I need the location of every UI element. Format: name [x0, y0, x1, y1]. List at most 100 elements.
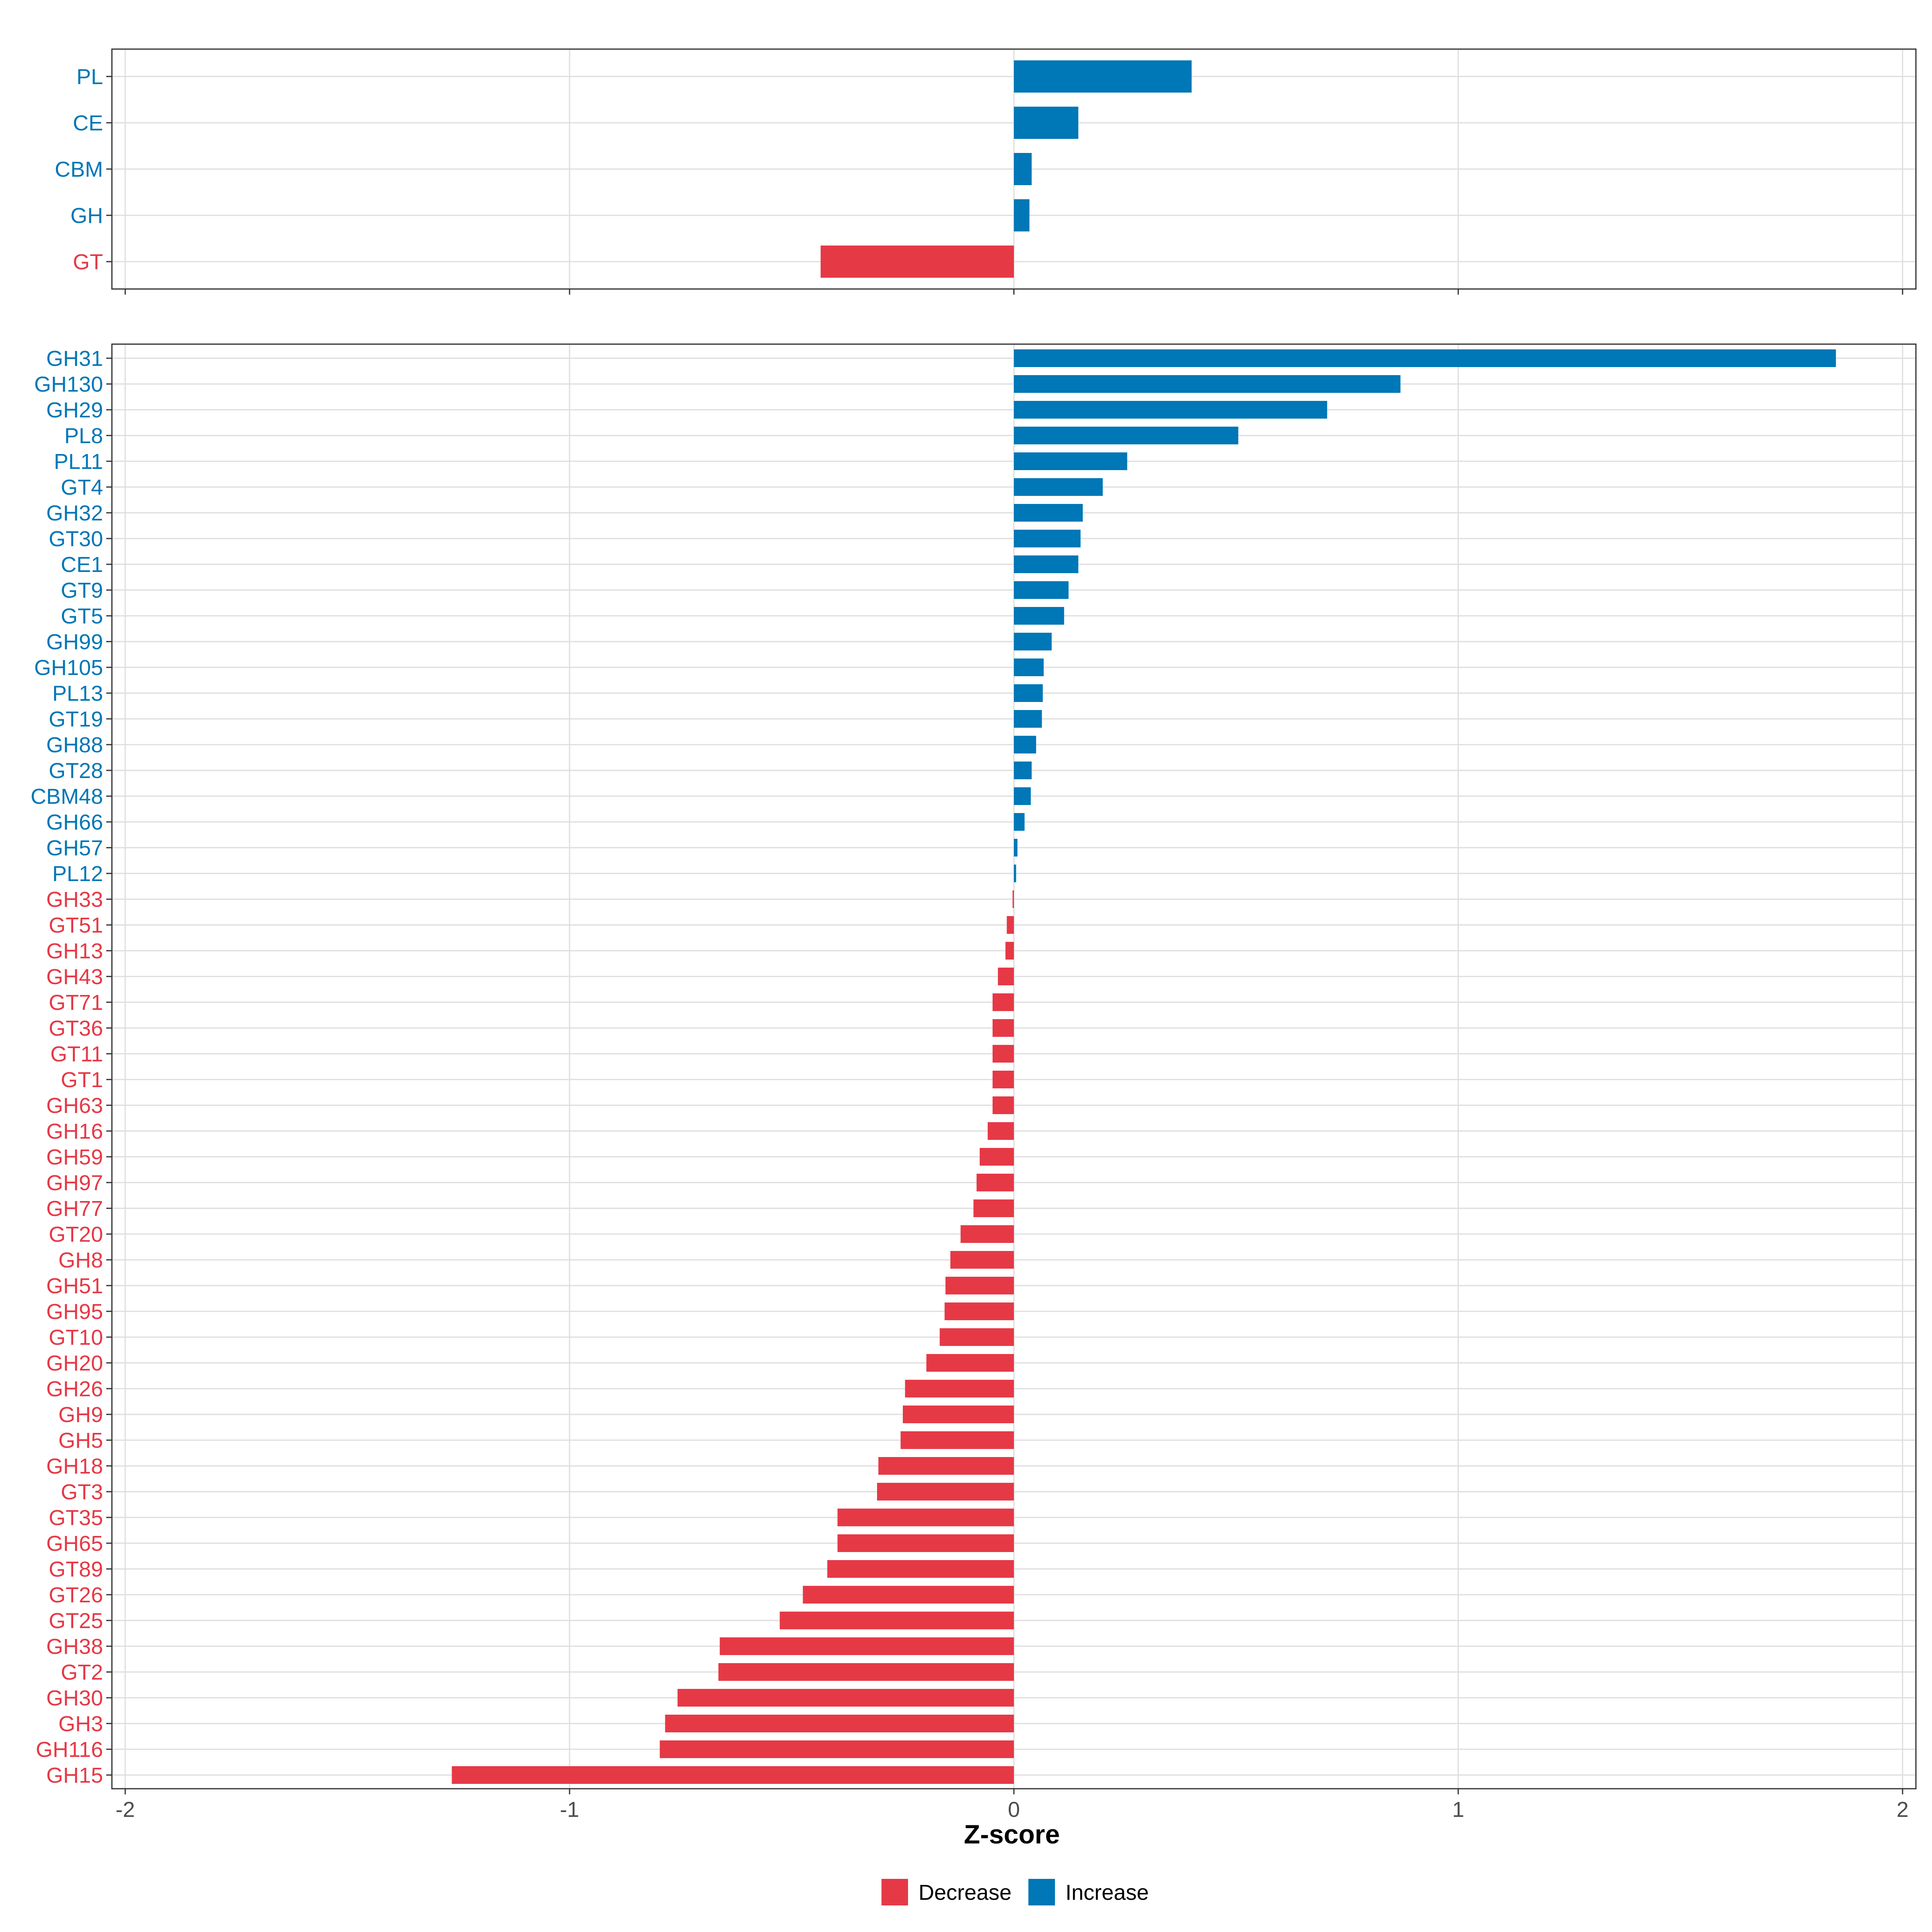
y-tick-label-gh18: GH18: [46, 1454, 103, 1478]
y-tick-label-gh15: GH15: [46, 1763, 103, 1788]
y-tick-label-pl12: PL12: [52, 862, 103, 886]
y-tick-label-gh13: GH13: [46, 939, 103, 963]
bar-gt5: [1014, 607, 1064, 625]
bar-gh130: [1014, 375, 1401, 393]
y-tick-label-gt1: GT1: [61, 1068, 103, 1092]
y-tick-label-gh97: GH97: [46, 1171, 103, 1195]
y-tick-label-gt2: GT2: [61, 1660, 103, 1684]
y-tick-label-gh30: GH30: [46, 1686, 103, 1710]
y-tick-label-gh3: GH3: [58, 1712, 103, 1736]
y-tick-label-pl: PL: [76, 65, 103, 89]
y-tick-label-cbm: CBM: [55, 157, 103, 182]
y-tick-label-pl11: PL11: [54, 450, 103, 474]
class-panel-x-ticks: [124, 289, 1903, 295]
bar-gh31: [1014, 349, 1836, 367]
x-axis-title: Z-score: [964, 1819, 1060, 1849]
y-tick-label-gt35: GT35: [49, 1506, 103, 1530]
y-tick-label-gh63: GH63: [46, 1094, 103, 1118]
bar-gt9: [1014, 581, 1069, 599]
bar-pl12: [1014, 865, 1016, 882]
y-tick-label-gh59: GH59: [46, 1145, 103, 1169]
class-panel-y-labels: PL CE CBM GH GT: [55, 65, 112, 274]
bar-gt11: [993, 1045, 1014, 1063]
legend-swatch-increase: [1028, 1879, 1055, 1905]
bar-gh59: [979, 1148, 1014, 1166]
bar-gh29: [1014, 401, 1327, 419]
bar-gh33: [1012, 890, 1014, 908]
bar-gh88: [1014, 736, 1036, 753]
y-tick-label-gh43: GH43: [46, 965, 103, 989]
bar-ce: [1014, 107, 1079, 139]
y-tick-label-gt25: GT25: [49, 1609, 103, 1633]
bar-gh38: [720, 1637, 1014, 1655]
bar-gh32: [1014, 504, 1083, 522]
y-tick-label-gt19: GT19: [49, 707, 103, 731]
y-tick-label-gh20: GH20: [46, 1351, 103, 1375]
x-tick-label: 1: [1452, 1798, 1464, 1822]
y-tick-label-gt4: GT4: [61, 475, 103, 500]
y-tick-label-gh9: GH9: [58, 1403, 103, 1427]
bar-gt: [820, 246, 1014, 278]
y-tick-label-gh130: GH130: [34, 372, 103, 396]
bar-gt35: [837, 1509, 1014, 1526]
bar-gh30: [677, 1689, 1014, 1707]
y-tick-label-gh88: GH88: [46, 733, 103, 757]
legend-swatch-decrease: [881, 1879, 908, 1905]
family-panel: GH31GH130GH29PL8PL11GT4GH32GT30CE1GT9GT5…: [31, 343, 1917, 1822]
y-tick-label-gh65: GH65: [46, 1532, 103, 1556]
y-tick-label-gt51: GT51: [49, 913, 103, 937]
bar-gh15: [452, 1766, 1014, 1784]
bar-gh13: [1005, 942, 1014, 960]
y-tick-label-gh38: GH38: [46, 1635, 103, 1659]
y-tick-label-gh32: GH32: [46, 501, 103, 525]
y-tick-label-gt10: GT10: [49, 1325, 103, 1350]
bar-gh43: [998, 968, 1014, 985]
bar-gt4: [1014, 478, 1103, 496]
bar-gt28: [1014, 762, 1032, 779]
bar-gt19: [1014, 710, 1042, 728]
y-tick-label-gt36: GT36: [49, 1016, 103, 1040]
y-tick-label-gh: GH: [70, 204, 103, 228]
bar-gh97: [976, 1174, 1014, 1191]
bar-gh18: [878, 1457, 1014, 1475]
bar-gt1: [993, 1071, 1014, 1088]
y-tick-label-gh26: GH26: [46, 1377, 103, 1401]
y-tick-label-gt89: GT89: [49, 1557, 103, 1581]
y-tick-label-gh29: GH29: [46, 398, 103, 422]
bar-gh57: [1014, 839, 1018, 857]
bar-gh8: [950, 1251, 1014, 1269]
bar-gt10: [939, 1328, 1014, 1346]
bar-gh3: [665, 1715, 1014, 1732]
y-tick-label-gt11: GT11: [50, 1042, 103, 1066]
y-tick-label-gh95: GH95: [46, 1300, 103, 1324]
bar-gh116: [660, 1740, 1014, 1758]
bar-gt26: [803, 1586, 1014, 1604]
bar-gh63: [993, 1096, 1014, 1114]
bar-gt71: [993, 993, 1014, 1011]
y-tick-label-gh116: GH116: [36, 1738, 103, 1762]
y-tick-label-gh77: GH77: [46, 1197, 103, 1221]
bar-gt3: [877, 1483, 1014, 1501]
family-panel-y-labels: GH31GH130GH29PL8PL11GT4GH32GT30CE1GT9GT5…: [31, 347, 112, 1788]
x-tick-label: -2: [116, 1798, 135, 1822]
x-tick-label: 2: [1897, 1798, 1909, 1822]
class-panel-bars: [820, 60, 1192, 278]
bar-gh5: [900, 1431, 1014, 1449]
x-tick-label: 0: [1008, 1798, 1020, 1822]
y-tick-label-pl8: PL8: [64, 424, 103, 448]
bar-gt89: [827, 1560, 1014, 1578]
y-tick-label-gt5: GT5: [61, 604, 103, 628]
legend: Decrease Increase: [881, 1879, 1149, 1905]
y-tick-label-gt30: GT30: [49, 527, 103, 551]
y-tick-label-cbm48: CBM48: [31, 784, 103, 809]
y-tick-label-gt26: GT26: [49, 1583, 103, 1607]
y-tick-label-gh16: GH16: [46, 1119, 103, 1144]
x-axis-tick-labels: -2 -1 0 1 2: [116, 1798, 1909, 1822]
y-tick-label-gt: GT: [73, 250, 103, 274]
class-panel: PL CE CBM GH GT: [55, 48, 1917, 295]
bar-gh: [1014, 199, 1030, 231]
bar-gt51: [1007, 916, 1014, 934]
family-panel-bars: [452, 349, 1836, 1784]
bar-cbm: [1014, 153, 1032, 185]
